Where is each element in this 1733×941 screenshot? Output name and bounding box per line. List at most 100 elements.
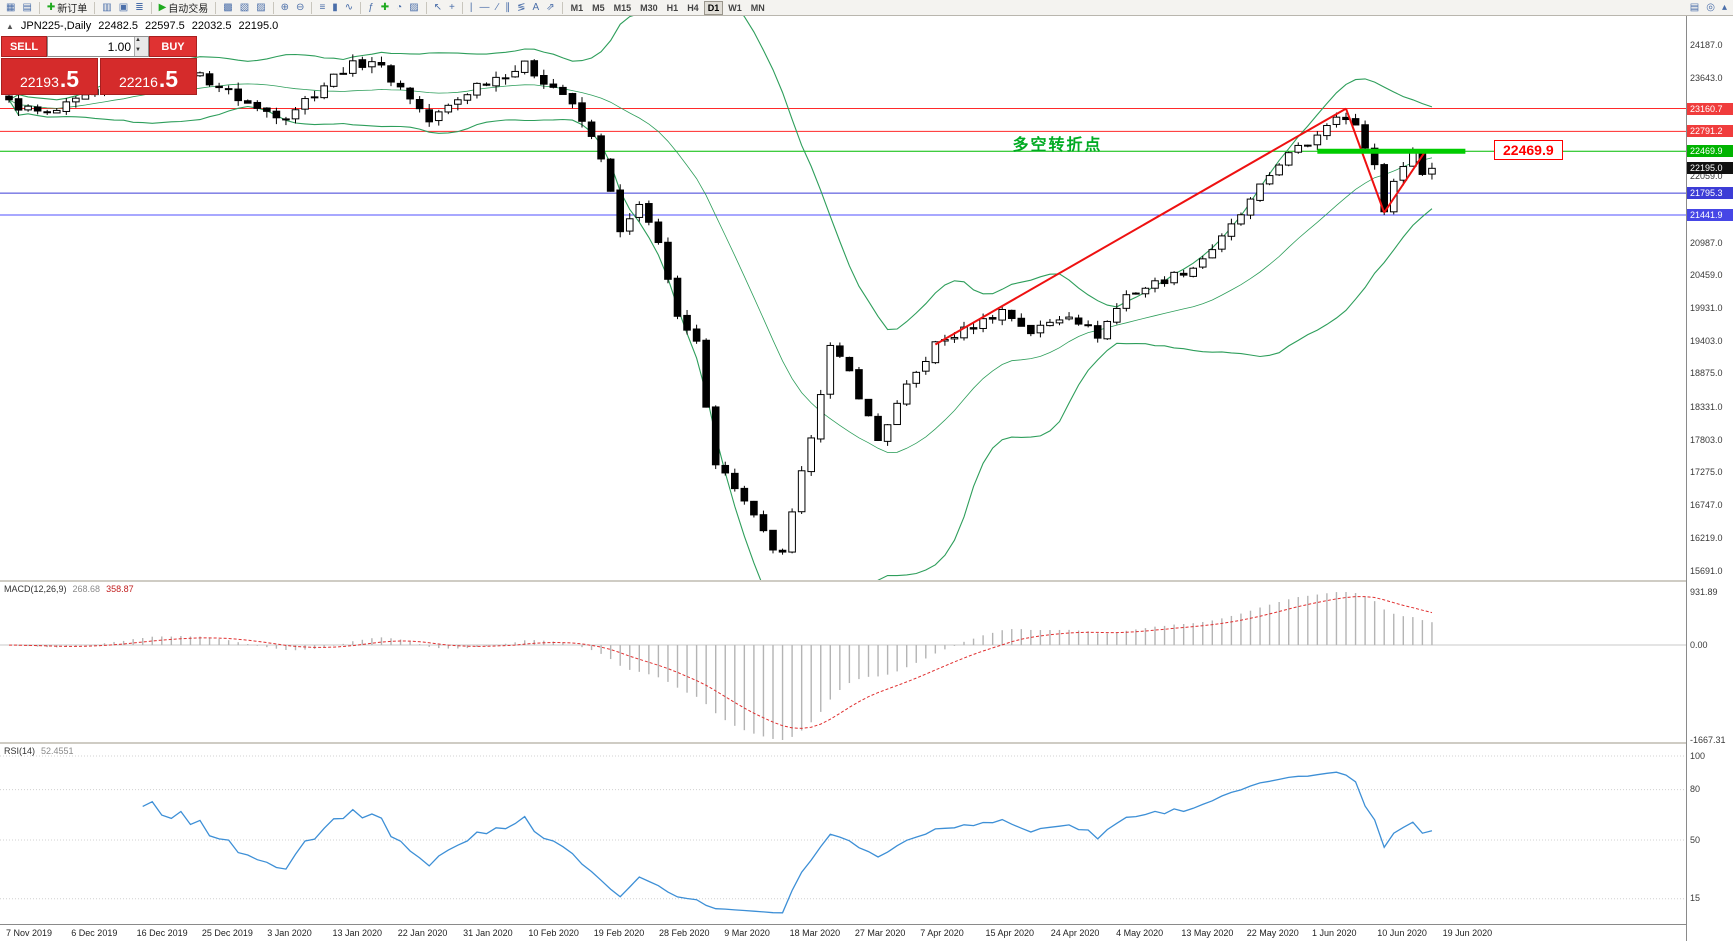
add-indicator-button[interactable]: ✚ [378, 1, 392, 15]
macd-axis-label: -1667.31 [1690, 735, 1726, 745]
time-axis[interactable]: 7 Nov 2019 6 Dec 2019 16 Dec 2019 25 Dec 20… [0, 924, 1686, 941]
price-axis-label: 20459.0 [1690, 270, 1723, 280]
macd-axis-label: 0.00 [1690, 640, 1708, 650]
text-label-button-icon: A [532, 1, 540, 13]
arrow-objects-button[interactable]: ⇗ [543, 1, 557, 15]
data-window-button[interactable]: ▣ [116, 1, 131, 15]
text-label-button[interactable]: A [530, 1, 543, 15]
symbol-name: JPN225-,Daily [20, 20, 92, 32]
timeframe-m30-button[interactable]: M30 [636, 1, 662, 15]
time-axis-label: 6 Dec 2019 [71, 928, 118, 938]
horizontal-line-button-icon: ― [479, 1, 490, 13]
toolbar-separator [360, 1, 362, 14]
new-order-button[interactable]: ✚ 新订单 [44, 1, 90, 15]
buy-price-box[interactable]: 22216 .5 [100, 58, 197, 95]
chart-profiles-button[interactable]: ▤ [19, 1, 34, 15]
timeframe-mn-button[interactable]: MN [747, 1, 769, 15]
time-axis-label: 16 Dec 2019 [136, 928, 188, 938]
print-button[interactable]: ▤ [1687, 1, 1702, 15]
ohlc-low: 22032.5 [191, 20, 232, 32]
navigator-button[interactable]: ≣ [132, 1, 146, 15]
timeframe-m5-button[interactable]: M5 [588, 1, 609, 15]
zoom-in-button-icon: ⊕ [280, 1, 290, 13]
price-axis-label: 16219.0 [1690, 533, 1723, 543]
buy-button[interactable]: BUY [149, 36, 197, 57]
time-axis-label: 3 Jan 2020 [267, 928, 312, 938]
search-button[interactable]: ◎ [1703, 1, 1718, 15]
vertical-line-button[interactable]: | [467, 1, 476, 15]
market-watch-button-icon: ▥ [102, 1, 112, 13]
timeframe-m1-button[interactable]: M1 [567, 1, 588, 15]
line-chart-button[interactable]: ∿ [342, 1, 356, 15]
volume-input[interactable]: 1.00 [107, 39, 131, 54]
timeframe-h4-button[interactable]: H4 [683, 1, 703, 15]
time-axis-label: 7 Apr 2020 [920, 928, 964, 938]
time-axis-label: 1 Jun 2020 [1312, 928, 1357, 938]
trendline-button[interactable]: ∕ [493, 1, 501, 15]
price-chart-canvas[interactable] [0, 16, 1686, 580]
rsi-canvas[interactable] [0, 744, 1686, 924]
rsi-axis-label: 80 [1690, 784, 1701, 794]
timeframe-h1-button[interactable]: H1 [663, 1, 683, 15]
timeframe-d1-button[interactable]: D1 [703, 0, 724, 15]
volume-up-icon[interactable]: ▲ [135, 37, 148, 47]
time-axis-label: 9 Mar 2020 [724, 928, 770, 938]
equidistant-channel-button-icon: ∥ [505, 1, 511, 13]
rsi-pane[interactable]: RSI(14) 52.4551 [0, 744, 1686, 924]
equidistant-channel-button[interactable]: ∥ [502, 1, 513, 15]
time-axis-label: 19 Jun 2020 [1442, 928, 1493, 938]
price-callout-label[interactable]: 22469.9 [1494, 140, 1563, 161]
zoom-in-button[interactable]: ⊕ [278, 1, 292, 15]
zoom-out-button[interactable]: ⊖ [293, 1, 307, 15]
auto-trading-button[interactable]: ▶ 自动交易 [156, 1, 212, 15]
time-axis-label: 22 Jan 2020 [397, 928, 448, 938]
buy-price-main: 22216 [118, 73, 158, 90]
price-axis-label: 15691.0 [1690, 566, 1723, 576]
macd-canvas[interactable] [0, 582, 1686, 742]
zoom-out-button-icon: ⊖ [296, 1, 305, 13]
symbol-info: ▲ JPN225-,Daily 22482.5 22597.5 22032.5 … [6, 20, 278, 32]
add-indicator-button-icon: ✚ [380, 1, 390, 13]
price-axis-label: 18331.0 [1690, 402, 1723, 412]
new-order-button-icon: ✚ [46, 1, 56, 13]
crosshair-button[interactable]: + [446, 1, 458, 15]
horizontal-line-button[interactable]: ― [476, 1, 492, 15]
crosshair-button-icon: + [449, 1, 455, 13]
price-axis[interactable]: 24187.0 23643.0 22059.0 20987.0 20459.0 19931… [1686, 16, 1733, 941]
time-axis-label: 22 May 2020 [1246, 928, 1299, 938]
timeframe-w1-button[interactable]: W1 [724, 1, 746, 15]
pane-separator[interactable] [0, 742, 1686, 744]
macd-pane[interactable]: MACD(12,26,9) 268.68 358.87 [0, 582, 1686, 742]
arrange-windows-button[interactable]: ▨ [253, 1, 268, 15]
ohlc-open: 22482.5 [98, 20, 138, 32]
time-axis-label: 25 Dec 2019 [201, 928, 253, 938]
indicators-button[interactable]: ƒ [365, 1, 377, 15]
bar-chart-button-icon: ≡ [319, 1, 326, 13]
toolbar-separator [272, 1, 274, 14]
timeframe-m15-button[interactable]: M15 [610, 1, 636, 15]
market-watch-button[interactable]: ▥ [99, 1, 114, 15]
sell-price-box[interactable]: 22193 .5 [1, 58, 98, 95]
cursor-button-icon: ↖ [433, 1, 443, 13]
candlestick-chart-button[interactable]: ▮ [329, 1, 341, 15]
price-axis-label: 22059.0 [1690, 171, 1723, 181]
templates-button[interactable]: ▨ [406, 1, 421, 15]
scroll-up-button[interactable]: ▴ [1719, 1, 1730, 15]
bar-chart-button[interactable]: ≡ [316, 1, 328, 15]
time-axis-label: 19 Feb 2020 [593, 928, 645, 938]
cursor-button[interactable]: ↖ [431, 1, 445, 15]
tile-windows-button[interactable]: ▩ [220, 1, 235, 15]
cascade-windows-button[interactable]: ▧ [237, 1, 252, 15]
time-axis-label: 7 Nov 2019 [6, 928, 53, 938]
price-chart-pane[interactable]: ▲ JPN225-,Daily 22482.5 22597.5 22032.5 … [0, 16, 1686, 580]
pane-separator[interactable] [0, 580, 1686, 582]
sell-button[interactable]: SELL [1, 36, 47, 57]
ohlc-high: 22597.5 [145, 20, 185, 32]
turning-point-annotation: 多空转折点 [1012, 136, 1103, 154]
volume-down-icon[interactable]: ▼ [135, 46, 148, 56]
periods-button[interactable]: ◔ [393, 1, 405, 15]
rsi-axis-label: 50 [1690, 835, 1701, 845]
fibonacci-button[interactable]: ≶ [514, 1, 528, 15]
new-chart-button[interactable]: ▦ [3, 1, 18, 15]
